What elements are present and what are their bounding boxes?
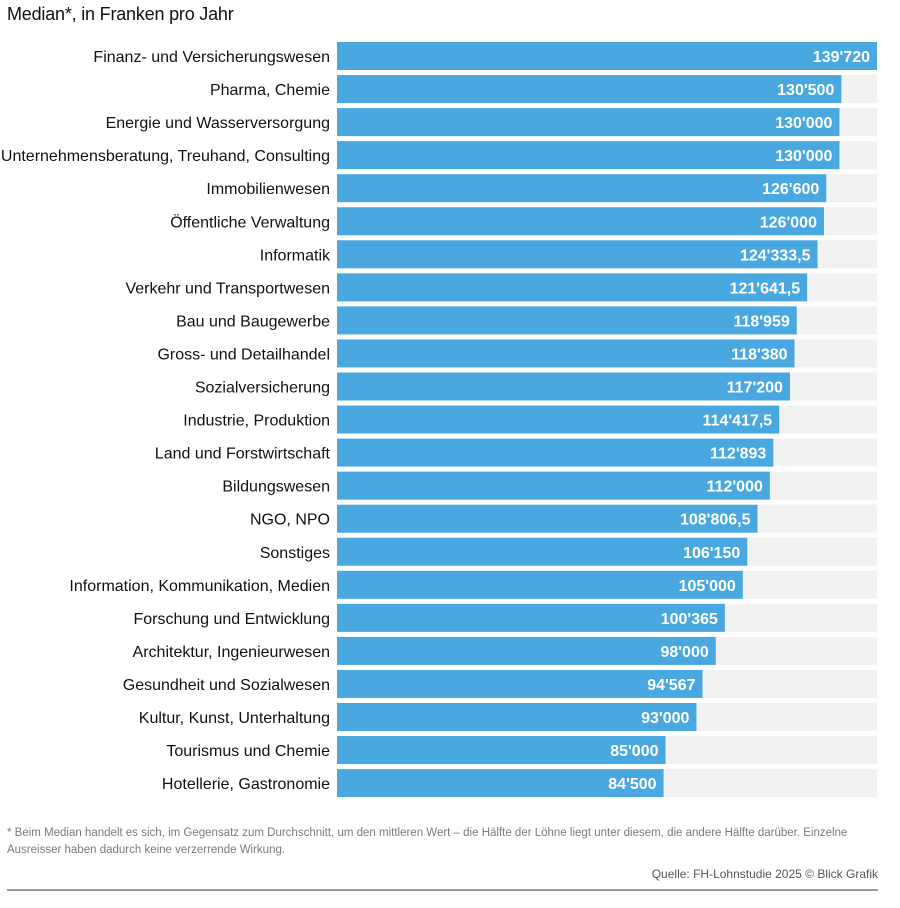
bar: [337, 537, 748, 566]
category-label: Land und Forstwirtschaft: [155, 446, 331, 463]
bar: [337, 306, 797, 335]
value-label: 98'000: [660, 644, 708, 661]
bar: [337, 405, 780, 434]
bar: [337, 603, 725, 632]
category-label: Kultur, Kunst, Unterhaltung: [139, 710, 330, 727]
category-label: Bildungswesen: [222, 479, 330, 496]
category-label: Bau und Baugewerbe: [176, 313, 330, 330]
value-label: 126'600: [762, 181, 819, 198]
bar: [337, 769, 664, 798]
category-label: Sonstiges: [260, 545, 330, 562]
category-label: Gesundheit und Sozialwesen: [123, 677, 330, 694]
bar: [337, 471, 770, 500]
value-label: 100'365: [661, 611, 718, 628]
category-label: Industrie, Produktion: [183, 413, 330, 430]
bar: [337, 174, 827, 203]
bar: [337, 273, 808, 302]
bar: [337, 75, 842, 104]
chart-subtitle: Median*, in Franken pro Jahr: [7, 4, 234, 24]
category-label: Forschung und Entwicklung: [133, 611, 330, 628]
category-label: Architektur, Ingenieurwesen: [133, 644, 330, 661]
bar: [337, 339, 795, 368]
value-label: 130'000: [775, 148, 832, 165]
value-label: 139'720: [813, 49, 870, 66]
category-label: Hotellerie, Gastronomie: [162, 776, 330, 793]
bar: [337, 669, 703, 698]
bar: [337, 636, 716, 665]
footnote: * Beim Median handelt es sich, im Gegens…: [7, 827, 848, 856]
value-label: 121'641,5: [730, 280, 801, 297]
value-label: 114'417,5: [703, 413, 773, 430]
category-label: Öffentliche Verwaltung: [170, 213, 330, 231]
value-label: 130'500: [777, 82, 834, 99]
source-credit: Quelle: FH-Lohnstudie 2025 © Blick Grafi…: [651, 867, 878, 881]
bar: [337, 736, 666, 765]
category-label: Unternehmensberatung, Treuhand, Consulti…: [1, 148, 330, 165]
category-label: Immobilienwesen: [206, 181, 330, 198]
category-label: Information, Kommunikation, Medien: [69, 578, 330, 595]
category-label: Tourismus und Chemie: [166, 743, 330, 760]
bar: [337, 141, 840, 170]
bottom-divider: [7, 889, 878, 891]
bar-chart: Finanz- und Versicherungswesen 139'720 Pha…: [1, 42, 877, 798]
bar: [337, 438, 774, 467]
category-label: Informatik: [260, 247, 331, 264]
value-label: 85'000: [610, 743, 658, 760]
value-label: 112'000: [707, 479, 763, 496]
value-label: 108'806,5: [680, 512, 751, 529]
bar: [337, 240, 818, 269]
value-label: 117'200: [727, 380, 783, 397]
value-label: 93'000: [641, 710, 689, 727]
bar: [337, 703, 697, 731]
bar: [337, 570, 743, 599]
value-label: 105'000: [679, 578, 736, 595]
value-label: 118'959: [733, 313, 789, 330]
bar: [337, 372, 790, 401]
bar: [337, 108, 840, 137]
category-label: Energie und Wasserversorgung: [106, 115, 330, 132]
value-label: 126'000: [760, 214, 817, 231]
value-label: 106'150: [683, 545, 740, 562]
value-label: 84'500: [608, 776, 656, 793]
value-label: 118'380: [731, 346, 787, 363]
bar: [337, 42, 877, 70]
category-label: Gross- und Detailhandel: [157, 346, 330, 363]
category-label: Pharma, Chemie: [210, 82, 330, 99]
value-label: 124'333,5: [740, 247, 811, 264]
category-label: NGO, NPO: [250, 512, 330, 529]
value-label: 130'000: [775, 115, 832, 132]
bar: [337, 504, 758, 533]
category-label: Verkehr und Transportwesen: [125, 280, 330, 297]
category-label: Sozialversicherung: [195, 380, 330, 397]
category-label: Finanz- und Versicherungswesen: [93, 49, 330, 66]
value-label: 112'893: [710, 446, 766, 463]
value-label: 94'567: [647, 677, 695, 694]
bar: [337, 207, 824, 236]
